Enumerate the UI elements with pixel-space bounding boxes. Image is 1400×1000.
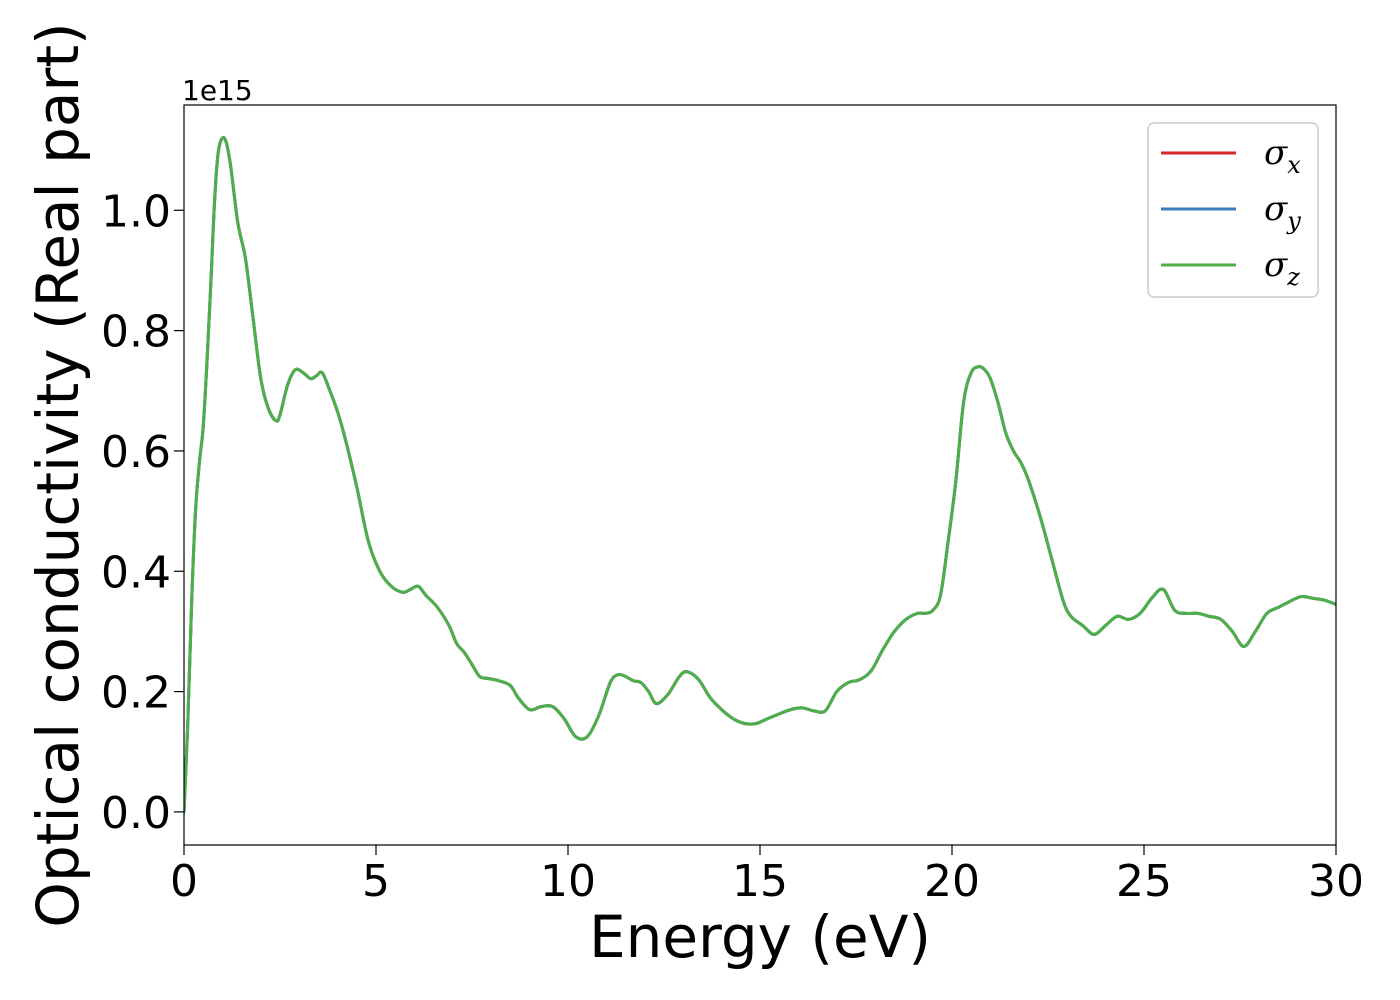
y-axis-title: Optical conductivity (Real part) — [24, 22, 92, 927]
y-axis-scale-label: 1e15 — [182, 74, 253, 107]
y-tick-label: 0.2 — [101, 668, 171, 719]
x-tick-label: 0 — [170, 856, 198, 907]
y-tick-label: 0.6 — [101, 427, 171, 478]
x-tick-label: 20 — [924, 856, 980, 907]
x-tick-label: 30 — [1308, 856, 1364, 907]
x-tick-label: 10 — [540, 856, 596, 907]
y-tick-label: 1.0 — [101, 186, 171, 237]
legend-label-y: σy — [1264, 189, 1301, 235]
y-tick-label: 0.8 — [101, 307, 171, 358]
legend: σx σy σz — [1147, 122, 1319, 298]
x-axis-title: Energy (eV) — [589, 903, 931, 971]
x-tick-label: 5 — [362, 856, 390, 907]
x-tick-label: 25 — [1116, 856, 1172, 907]
series-layer — [184, 136, 1336, 814]
y-tick-label: 0.0 — [101, 788, 171, 839]
x-tick-label: 15 — [732, 856, 788, 907]
series-line-z — [184, 136, 1336, 814]
legend-label-z: σz — [1264, 245, 1300, 291]
legend-label-x: σx — [1264, 133, 1301, 179]
y-tick-label: 0.4 — [101, 547, 171, 598]
y-axis-ticks: 0.0 0.2 0.4 0.6 0.8 1.0 — [101, 186, 184, 839]
x-axis-ticks: 0 5 10 15 20 25 30 — [170, 845, 1364, 907]
